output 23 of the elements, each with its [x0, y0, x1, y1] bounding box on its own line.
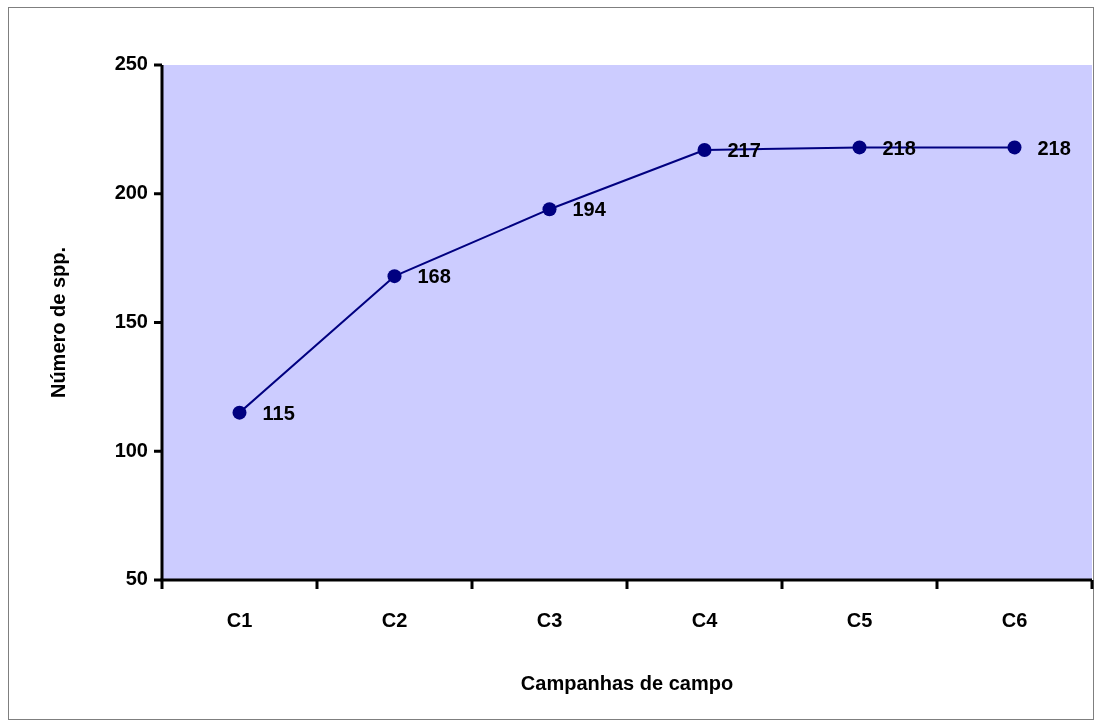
- point: [1007, 140, 1022, 155]
- data-label: 194: [572, 198, 607, 221]
- x-tick-label: C1: [226, 609, 253, 632]
- x-tick-label: C5: [846, 609, 873, 632]
- x-tick-label: C2: [381, 609, 408, 632]
- y-tick-label: 200: [114, 181, 148, 204]
- point: [542, 202, 557, 217]
- x-axis-title: Campanhas de campo: [520, 672, 734, 695]
- data-label: 115: [262, 401, 295, 424]
- x-tick-label: C4: [691, 609, 719, 632]
- x-tick-label: C3: [536, 609, 563, 632]
- data-label: 218: [1037, 136, 1071, 159]
- point: [852, 140, 867, 155]
- y-tick-label: 50: [125, 567, 148, 590]
- x-tick-label: C6: [1001, 609, 1028, 632]
- point: [232, 405, 247, 420]
- y-axis-title: Número de spp.: [47, 246, 70, 399]
- y-tick-label: 100: [114, 438, 148, 461]
- point: [697, 142, 712, 157]
- y-tick-label: 150: [114, 309, 148, 332]
- y-tick-label: 250: [114, 52, 148, 75]
- point: [387, 269, 402, 284]
- data-label: 168: [417, 265, 451, 288]
